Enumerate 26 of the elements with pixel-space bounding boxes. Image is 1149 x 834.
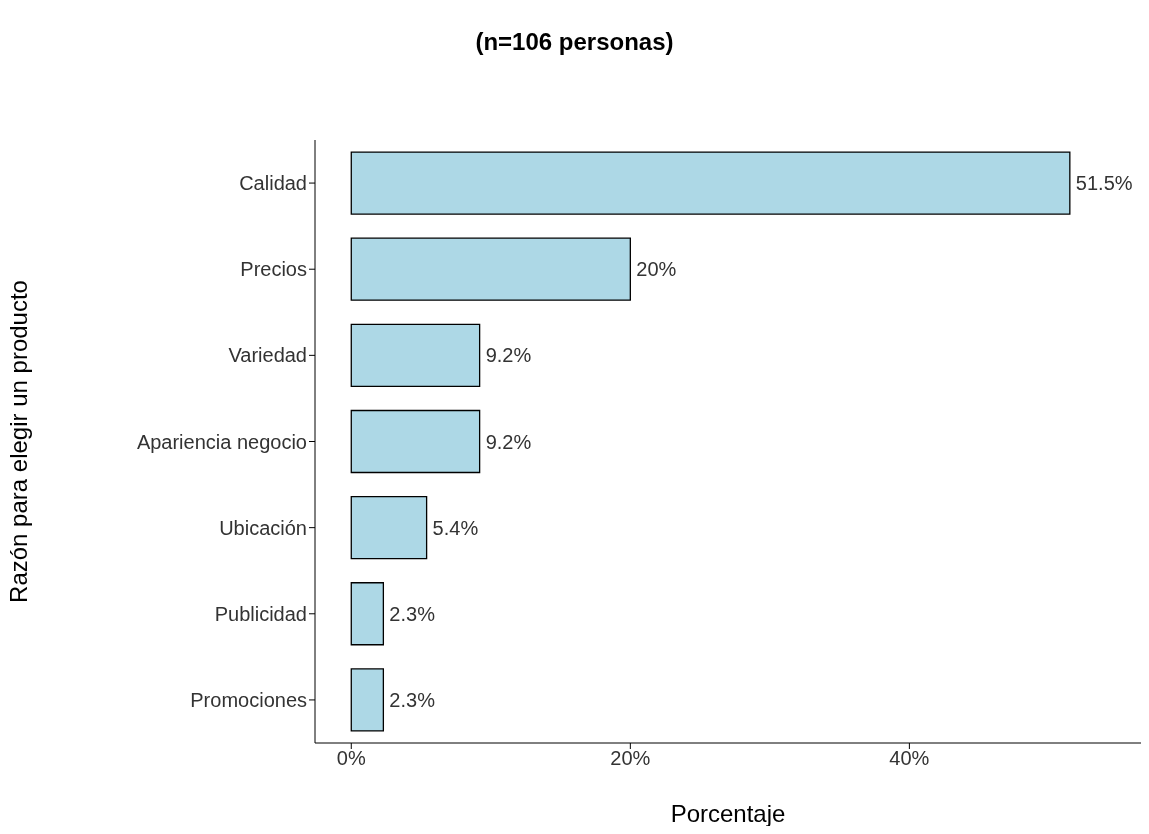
data-label: 9.2% [485,430,532,453]
x-tick-label: 40% [889,747,930,770]
x-tick-label: 20% [610,747,651,770]
bar [350,409,481,474]
data-label: 9.2% [485,344,532,367]
data-label: 2.3% [389,689,436,712]
y-axis-title: Razón para elegir un producto [4,280,32,603]
bar [350,323,481,387]
y-tick-label: Apariencia negocio [136,430,307,453]
data-label: 51.5% [1075,172,1133,195]
chart-title: (n=106 personas) [474,28,675,56]
y-tick-label: Promociones [190,689,307,712]
y-tick-label: Ubicación [219,516,307,539]
bar [350,495,428,560]
y-tick-label: Variedad [228,344,307,367]
bar [350,668,385,732]
y-tick-label: Publicidad [214,602,307,625]
bar [350,151,1071,215]
x-tick-label: 0% [336,747,366,770]
y-tick-label: Precios [240,258,307,281]
data-label: 20% [636,258,677,281]
bar [350,582,385,646]
bar [350,237,631,301]
y-tick-label: Calidad [239,172,307,195]
data-label: 5.4% [432,516,479,539]
data-label: 2.3% [389,602,436,625]
